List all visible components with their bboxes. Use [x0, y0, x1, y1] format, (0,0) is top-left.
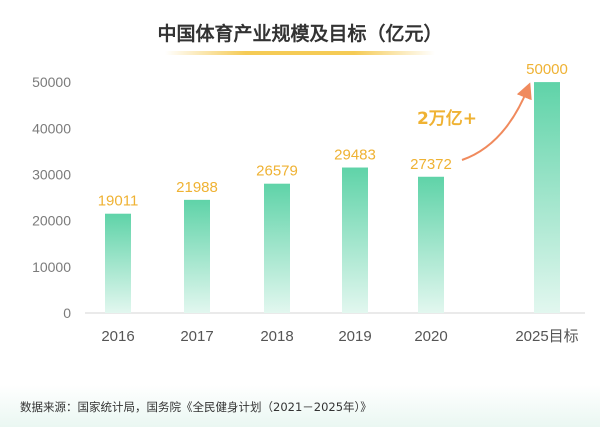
y-tick-label: 20000 [32, 213, 71, 229]
x-tick-label: 2016 [101, 328, 134, 345]
data-label: 19011 [98, 193, 139, 210]
chart-title: 中国体育产业规模及目标（亿元） [157, 22, 442, 45]
title-underline [165, 51, 435, 55]
y-tick-label: 30000 [32, 166, 71, 182]
y-tick-label: 50000 [32, 74, 71, 90]
bar-chart: 中国体育产业规模及目标（亿元） 0 10000 20000 30000 40000 500… [32, 22, 585, 345]
y-tick-label: 0 [63, 305, 71, 321]
data-label: 27372 [410, 156, 452, 173]
y-tick-label: 40000 [32, 120, 71, 136]
bar-2020 [418, 176, 444, 313]
y-tick-label: 10000 [32, 259, 71, 275]
x-tick-label: 2020 [414, 328, 447, 345]
bar-2025目标 [534, 82, 560, 313]
bar-2017 [184, 199, 210, 313]
data-label: 21988 [176, 179, 218, 196]
x-tick-label: 2018 [260, 328, 293, 345]
bar-2018 [264, 183, 290, 313]
data-label: 50000 [526, 61, 568, 78]
footer-band [0, 385, 600, 427]
x-tick-label: 2025目标 [515, 328, 578, 345]
growth-annotation: 2万亿+ [417, 108, 477, 129]
x-tick-label: 2017 [180, 328, 213, 345]
data-label: 29483 [334, 147, 376, 164]
bar-2016 [105, 213, 131, 313]
x-tick-label: 2019 [338, 328, 371, 345]
source-note: 数据来源：国家统计局，国务院《全民健身计划（2021－2025年）》 [20, 400, 372, 414]
growth-arrow [461, 82, 532, 161]
data-label: 26579 [256, 163, 298, 180]
bar-2019 [342, 167, 368, 313]
